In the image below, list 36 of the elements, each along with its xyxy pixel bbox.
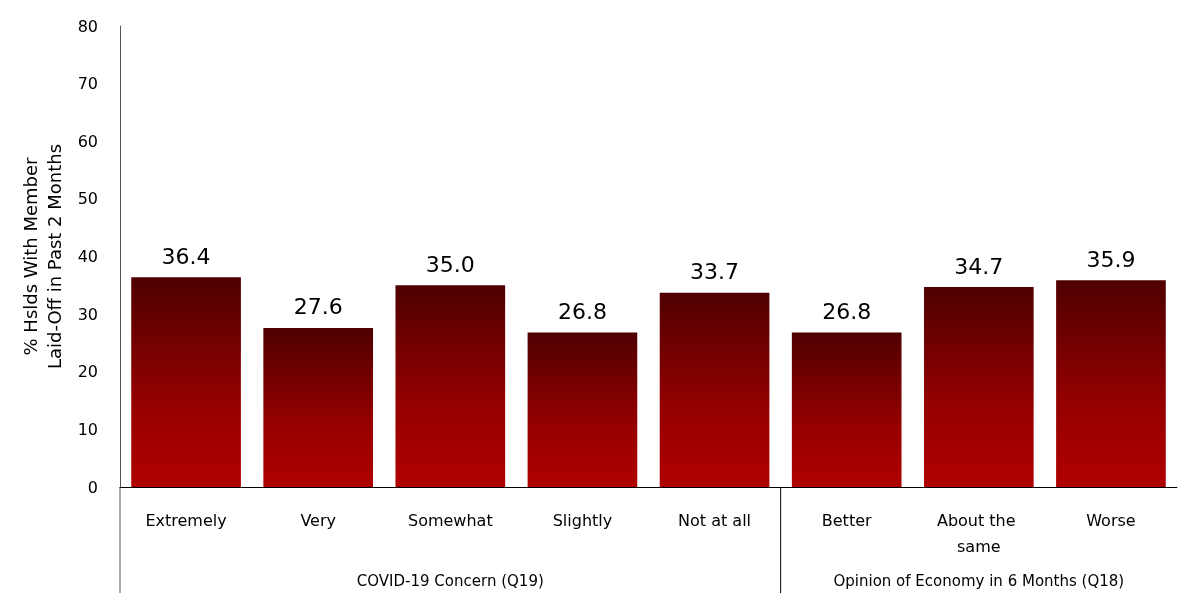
data-label: 34.7 — [954, 253, 1004, 279]
data-label: 27.6 — [293, 294, 343, 320]
x-tick-label: Better — [821, 510, 872, 530]
text: Opinion of Economy in 6 Months (Q18) — [833, 572, 1125, 590]
bar — [791, 332, 902, 487]
x-tick-label: Slightly — [552, 510, 613, 530]
y-tick-label: 0 — [87, 477, 98, 497]
bar — [527, 332, 638, 487]
y-tick-label: 80 — [77, 16, 98, 36]
bar — [1056, 280, 1166, 487]
data-label: 36.4 — [161, 243, 211, 269]
data-label: 35.0 — [425, 251, 475, 277]
data-label: 26.8 — [822, 299, 872, 325]
text: COVID-19 Concern (Q19) — [356, 572, 544, 590]
x-tick-label: Not at all — [678, 510, 752, 530]
x-tick-label: Worse — [1086, 510, 1136, 530]
bar — [263, 327, 374, 487]
y-tick-label: 70 — [77, 74, 98, 94]
bar — [131, 277, 241, 487]
y-tick-label: 30 — [77, 304, 98, 324]
x-tick-label: Somewhat — [407, 510, 493, 530]
x-tick-label: Extremely — [145, 510, 227, 530]
y-tick-label: 10 — [77, 419, 98, 439]
bar — [395, 285, 506, 487]
bar — [923, 287, 1034, 487]
data-label: 35.9 — [1086, 246, 1136, 272]
x-tick-label: About the same — [936, 510, 1021, 556]
y-tick-label: 20 — [77, 362, 98, 382]
bar — [659, 292, 770, 487]
data-label: 26.8 — [557, 299, 607, 325]
x-tick-label: Very — [300, 510, 336, 530]
y-axis-title: % Hslds With Member Laid-Off in Past 2 Months — [20, 143, 66, 370]
y-tick-label: 50 — [77, 189, 98, 209]
y-tick-label: 40 — [77, 247, 98, 266]
y-tick-label: 60 — [77, 131, 98, 151]
data-label: 33.7 — [690, 259, 740, 285]
